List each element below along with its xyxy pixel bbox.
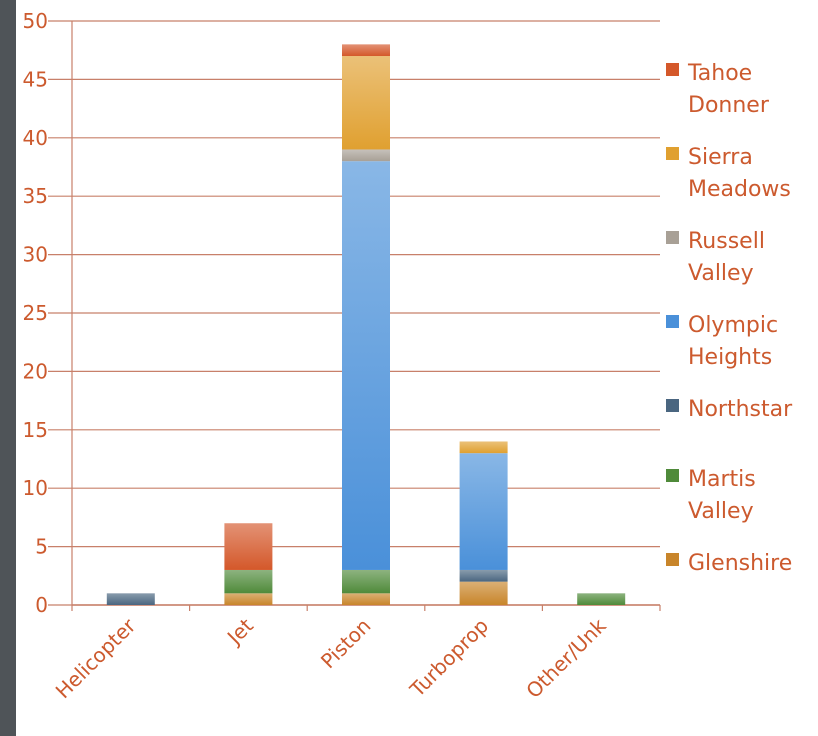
legend-label-northstar: Northstar xyxy=(688,397,793,422)
y-tick-label-5: 5 xyxy=(35,535,48,559)
bars xyxy=(106,44,626,605)
legend-swatch-sierra-meadows xyxy=(666,147,679,160)
legend-label-martis-valley: Valley xyxy=(688,499,754,524)
legend-label-tahoe-donner: Tahoe xyxy=(687,61,752,86)
y-tick-label-10: 10 xyxy=(23,476,48,500)
legend-item-russell-valley: Russell Valley xyxy=(666,229,765,286)
bar-turboprop-northstar xyxy=(459,569,508,582)
legend-swatch-martis-valley xyxy=(666,469,679,482)
bar-helicopter-northstar xyxy=(106,593,155,605)
y-axis-ticks: 0 5 10 15 20 25 30 35 40 45 50 xyxy=(23,9,48,617)
y-tick-label-40: 40 xyxy=(23,126,48,150)
bar-piston-russell-valley xyxy=(342,149,390,162)
bar-piston-martis-valley xyxy=(342,569,390,594)
bar-piston-olympic-heights xyxy=(342,161,390,570)
legend-label-sierra-meadows: Sierra xyxy=(688,145,753,170)
legend-item-olympic-heights: Olympic Heights xyxy=(666,313,778,370)
legend: Tahoe Donner Sierra Meadows Russell Valley Oly… xyxy=(666,61,793,576)
legend-label-tahoe-donner: Donner xyxy=(688,93,770,118)
legend-swatch-northstar xyxy=(666,399,679,412)
legend-label-sierra-meadows: Meadows xyxy=(688,177,791,202)
legend-item-northstar: Northstar xyxy=(666,397,793,422)
x-tick-label-piston: Piston xyxy=(316,614,376,674)
x-tick-label-other-unk: Other/Unk xyxy=(521,613,611,703)
bar-piston-tahoe-donner xyxy=(342,44,390,57)
legend-swatch-olympic-heights xyxy=(666,315,679,328)
legend-item-tahoe-donner: Tahoe Donner xyxy=(666,61,770,118)
legend-label-russell-valley: Valley xyxy=(688,261,754,286)
y-tick-label-20: 20 xyxy=(23,359,48,383)
legend-label-olympic-heights: Olympic xyxy=(688,313,778,338)
bar-piston-glenshire xyxy=(342,593,390,605)
legend-item-martis-valley: Martis Valley xyxy=(666,467,756,524)
bar-turboprop-olympic-heights xyxy=(459,453,508,570)
legend-item-sierra-meadows: Sierra Meadows xyxy=(666,145,791,202)
x-axis-ticks: Helicopter Jet Piston Turboprop Other/Unk xyxy=(51,613,611,703)
y-tick-label-0: 0 xyxy=(35,593,48,617)
bar-turboprop-glenshire xyxy=(459,581,508,605)
legend-item-glenshire: Glenshire xyxy=(666,551,792,576)
x-tick-label-jet: Jet xyxy=(221,613,258,650)
bar-jet-glenshire xyxy=(224,593,273,605)
y-tick-label-30: 30 xyxy=(23,243,48,267)
legend-label-martis-valley: Martis xyxy=(688,467,756,492)
legend-label-russell-valley: Russell xyxy=(688,229,765,254)
legend-swatch-tahoe-donner xyxy=(666,63,679,76)
y-tick-label-35: 35 xyxy=(23,184,48,208)
bar-jet-martis-valley xyxy=(224,569,273,594)
left-edge-bar xyxy=(0,0,16,736)
bar-jet-tahoe-donner xyxy=(224,523,273,570)
bar-piston-sierra-meadows xyxy=(342,56,390,150)
y-tick-label-15: 15 xyxy=(23,418,48,442)
x-tick-label-helicopter: Helicopter xyxy=(51,613,141,703)
legend-label-glenshire: Glenshire xyxy=(688,551,792,576)
y-tick-label-45: 45 xyxy=(23,67,48,91)
y-tick-label-25: 25 xyxy=(23,301,48,325)
x-tick-label-turboprop: Turboprop xyxy=(404,614,493,703)
y-tick-label-50: 50 xyxy=(23,9,48,33)
legend-swatch-glenshire xyxy=(666,553,679,566)
legend-swatch-russell-valley xyxy=(666,231,679,244)
bar-turboprop-sierra-meadows xyxy=(459,441,508,454)
legend-label-olympic-heights: Heights xyxy=(688,345,772,370)
bar-other-unk-martis-valley xyxy=(577,593,626,605)
